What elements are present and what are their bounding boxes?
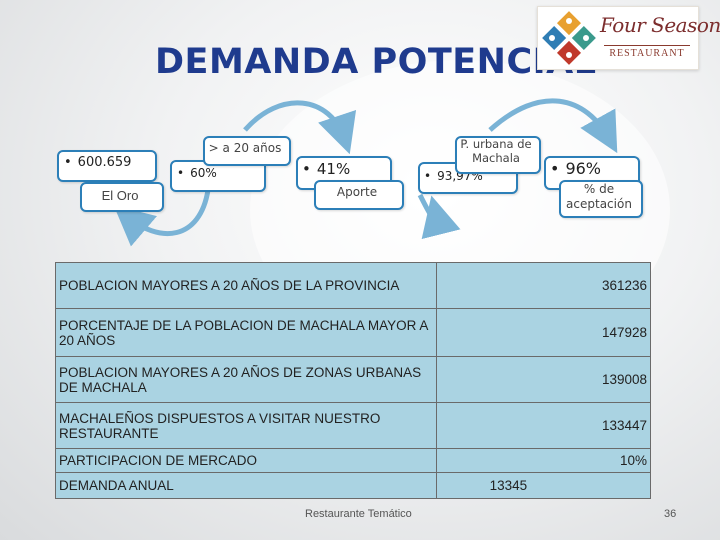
table-row: POBLACION MAYORES A 20 AÑOS DE ZONAS URB… [55,356,652,403]
table-row: MACHALEÑOS DISPUESTOS A VISITAR NUESTRO … [55,402,652,449]
step-2-value: 60% [177,166,217,180]
step-4-label-box [455,136,541,174]
row-label: PORCENTAJE DE LA POBLACION DE MACHALA MA… [55,308,437,357]
arrow-3-icon [417,193,461,240]
arrow-1-icon [113,189,211,247]
table-row: PARTICIPACION DE MERCADO 10% [55,448,652,473]
step-5-value: 96% [550,159,601,178]
row-label: POBLACION MAYORES A 20 AÑOS DE LA PROVIN… [55,262,437,309]
row-value: 13345 [435,472,652,499]
step-3-label: Aporte [336,185,378,199]
row-value: 133447 [435,402,652,449]
row-value: 139008 [435,356,652,403]
row-label: MACHALEÑOS DISPUESTOS A VISITAR NUESTRO … [55,402,437,449]
flow-arrows [113,98,618,247]
step-1-label: El Oro [101,188,139,203]
demand-table: POBLACION MAYORES A 20 AÑOS DE LA PROVIN… [55,262,652,499]
table-row: PORCENTAJE DE LA POBLACION DE MACHALA MA… [55,308,652,357]
step-1-label-box [80,182,164,212]
row-value: 147928 [435,308,652,357]
row-label: DEMANDA ANUAL [55,472,437,499]
step-3-value: 41% [302,160,350,178]
step-2-label: > a 20 años [208,141,282,155]
step-4-label: P. urbana de Machala [460,137,532,165]
table-row: POBLACION MAYORES A 20 AÑOS DE LA PROVIN… [55,262,652,309]
row-label: POBLACION MAYORES A 20 AÑOS DE ZONAS URB… [55,356,437,403]
step-3-label-box [314,180,404,210]
row-value: 10% [435,448,652,473]
page-number: 36 [664,508,677,520]
step-1-value: 600.659 [64,155,132,170]
logo-tiles-icon [542,11,596,65]
row-value: 361236 [435,262,652,309]
logo-subtitle: RESTAURANT [604,45,690,59]
slide-title: DEMANDA POTENCIAL [155,42,597,82]
table-row: DEMANDA ANUAL 13345 [55,472,652,499]
footer-text: Restaurante Temático [305,508,412,520]
arrow-2-icon [243,100,357,155]
row-label: PARTICIPACION DE MERCADO [55,448,437,473]
arrow-4-icon [488,98,618,154]
step-2-label-box [203,136,291,166]
step-5-label-box [559,180,643,218]
step-5-label: % de aceptación [566,182,632,211]
